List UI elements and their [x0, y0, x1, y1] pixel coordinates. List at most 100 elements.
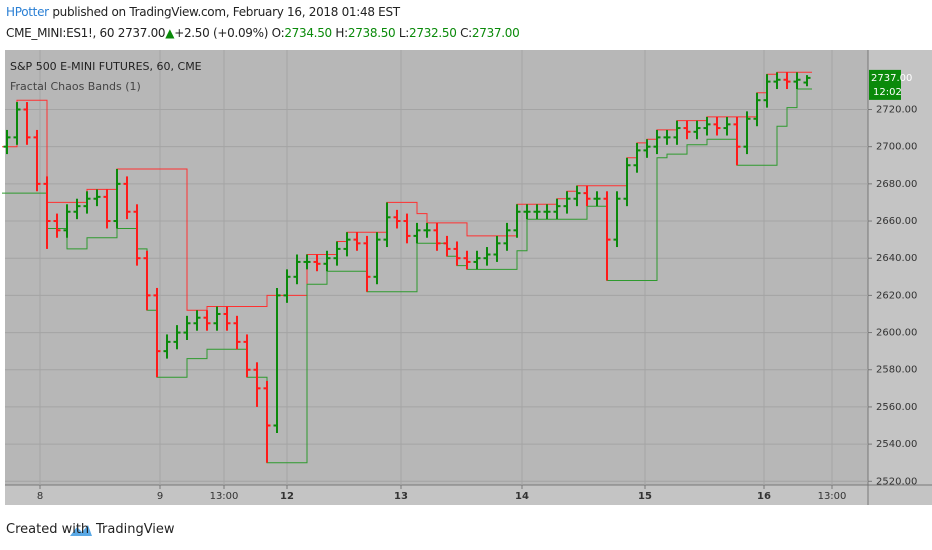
ohlc-bar	[713, 116, 721, 136]
y-tick-label: 2720.00	[876, 104, 917, 115]
o-label: O:	[271, 26, 285, 40]
y-tick-label: 2600.00	[876, 328, 917, 339]
ohlc-bar	[213, 306, 221, 331]
ohlc-bar	[323, 250, 331, 272]
ohlc-bar	[733, 116, 741, 166]
ohlc-bar	[453, 241, 461, 266]
c-label: C:	[460, 26, 472, 40]
ohlc-bar	[173, 325, 181, 350]
ohlc-bar	[663, 129, 671, 145]
y-tick-label: 2580.00	[876, 365, 917, 376]
ohlc-bar	[123, 176, 131, 220]
ohlc-bar	[683, 120, 691, 140]
ohlc-bar	[253, 362, 261, 407]
o: 2734.50	[284, 26, 332, 40]
ohlc-bar	[393, 209, 401, 229]
ohlc-bar	[483, 247, 491, 266]
ohlc-bar	[3, 129, 11, 155]
ohlc-bar	[53, 213, 61, 238]
ohlc-bar	[193, 310, 201, 331]
chart-title: S&P 500 E-MINI FUTURES, 60, CME	[10, 60, 202, 73]
y-tick-label: 2560.00	[876, 402, 917, 413]
ohlc-bar	[363, 235, 371, 292]
c: 2737.00	[471, 26, 520, 40]
ohlc-bar	[473, 250, 481, 270]
price-label: 2737.00	[871, 73, 912, 84]
ohlc-bar	[293, 254, 301, 285]
ohlc-bar	[353, 232, 361, 251]
last: 2737.00	[117, 26, 166, 40]
change: +2.50 (+0.09%)	[174, 26, 269, 40]
footer-brand[interactable]: TradingView	[96, 522, 175, 537]
ohlc-bar	[223, 306, 231, 331]
y-tick-label: 2680.00	[876, 179, 917, 190]
ohlc-bar	[633, 142, 641, 173]
ohlc-bar	[83, 191, 91, 214]
ohlc-bar	[573, 185, 581, 207]
x-tick-label: 12	[280, 491, 294, 502]
ohlc-bar	[753, 92, 761, 127]
band-line	[2, 71, 812, 311]
ohlc-bar	[693, 120, 701, 140]
ohlc-bar	[93, 189, 101, 207]
symbol-line: CME_MINI:ES1!, 60 2737.00▲+2.50 (+0.09%)…	[6, 26, 520, 40]
ohlc-bar	[243, 334, 251, 378]
ohlc-bar	[63, 204, 71, 238]
ohlc-bar	[33, 129, 41, 192]
ohlc-bar	[423, 222, 431, 238]
ohlc-bar	[313, 254, 321, 272]
x-tick-label: 9	[157, 491, 163, 502]
ohlc-bar	[333, 241, 341, 266]
ohlc-bar	[403, 213, 411, 244]
price-axis-bg	[868, 50, 932, 485]
y-tick-label: 2640.00	[876, 253, 917, 264]
ohlc-bar	[113, 168, 121, 229]
author[interactable]: HPotter	[6, 5, 49, 19]
ohlc-bar	[13, 102, 21, 145]
ohlc-bar	[623, 157, 631, 207]
y-tick-label: 2520.00	[876, 476, 917, 487]
ohlc-bar	[73, 198, 81, 220]
ohlc-bar	[793, 72, 801, 90]
footer-created: Created with	[6, 522, 90, 537]
ohlc-bar	[603, 191, 611, 281]
ohlc-bar	[153, 287, 161, 378]
ohlc-bar	[763, 74, 771, 108]
ohlc-bar	[103, 189, 111, 229]
ohlc-bar	[283, 269, 291, 303]
y-tick-label: 2540.00	[876, 439, 917, 450]
header-line: HPotter published on TradingView.com, Fe…	[6, 5, 400, 19]
ohlc-bar	[673, 120, 681, 145]
arrow: ▲	[165, 26, 175, 40]
ohlc-bar	[373, 232, 381, 285]
ohlc-bar	[563, 191, 571, 214]
ohlc-bar	[433, 222, 441, 251]
x-tick-label: 14	[515, 491, 529, 502]
h-label: H:	[335, 26, 348, 40]
ohlc-bar	[23, 102, 31, 145]
ohlc-bar	[133, 204, 141, 266]
ohlc-bar	[413, 222, 421, 244]
ohlc-bar	[303, 254, 311, 270]
y-tick-label: 2700.00	[876, 142, 917, 153]
l: 2732.50	[409, 26, 457, 40]
ohlc-bar	[553, 198, 561, 220]
ohlc-bar	[613, 191, 621, 248]
ohlc-bar	[723, 116, 731, 136]
ohlc-bar	[503, 222, 511, 251]
ohlc-bar	[463, 250, 471, 270]
y-tick-label: 2620.00	[876, 290, 917, 301]
ohlc-bar	[443, 235, 451, 257]
x-tick-label: 13:00	[818, 491, 847, 502]
published: published on TradingView.com, February 1…	[52, 5, 400, 19]
ohlc-bar	[543, 204, 551, 220]
ohlc-bar	[593, 191, 601, 207]
ohlc-bar	[273, 287, 281, 433]
time-axis-bg	[5, 485, 932, 505]
plot-bg	[5, 50, 868, 485]
ohlc-bar	[783, 72, 791, 90]
ohlc-bar	[143, 250, 151, 311]
l-label: L:	[398, 26, 410, 40]
ohlc-bar	[233, 315, 241, 350]
